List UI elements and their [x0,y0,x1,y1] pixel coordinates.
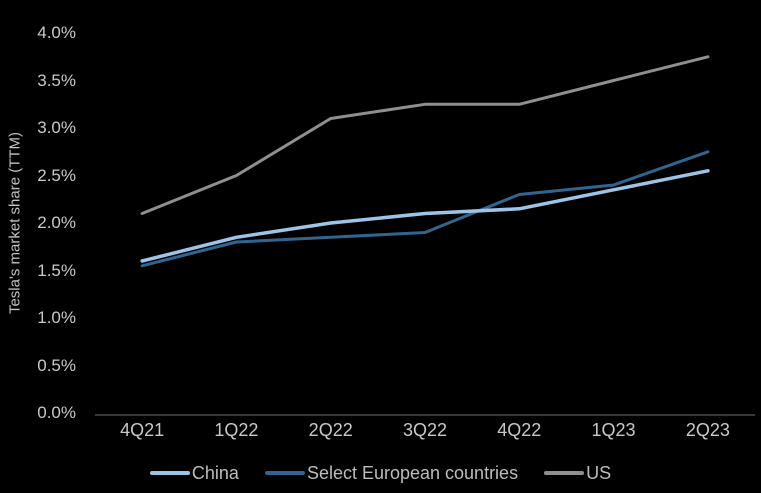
y-tick-label: 3.0% [37,118,76,137]
x-tick-label: 3Q22 [402,420,448,440]
y-tick-label: 3.5% [37,70,76,90]
y-axis-tick-labels: 0.0% 0.5% 1.0% 1.5% 2.0% 2.5% 3.0% 3.5% 4.0% [0,0,76,493]
legend-swatch-select-european-countries [264,471,305,475]
x-tick-label: 2Q23 [685,420,730,440]
y-tick-label: 4.0% [37,23,76,42]
legend-label: Select European countries [306,462,519,483]
x-tick-label: 2Q22 [308,420,353,440]
x-tick-label: 1Q23 [591,420,636,440]
y-tick-label: 1.0% [37,308,76,327]
series-line-china [140,169,710,263]
legend-label: China [191,462,239,483]
y-tick-label: 0.5% [37,355,76,375]
legend-item-select-european-countries: Select European countries [264,462,519,484]
series-line-select-european-countries [140,150,710,268]
legend-item-us: US [544,463,611,484]
x-tick-label: 4Q22 [497,420,542,440]
legend-item-china: China [149,462,239,484]
series-line-us [140,55,710,215]
legend: China Select European countries US [0,460,761,486]
legend-label: US [586,462,612,483]
x-tick-label: 1Q22 [214,420,259,440]
x-tick-label: 4Q21 [120,420,165,440]
y-tick-label: 2.0% [37,213,76,232]
y-tick-label: 0.0% [37,403,76,422]
y-tick-label: 1.5% [37,260,76,280]
legend-swatch-us [544,471,585,475]
y-tick-label: 2.5% [37,165,76,185]
legend-swatch-china [149,471,190,475]
